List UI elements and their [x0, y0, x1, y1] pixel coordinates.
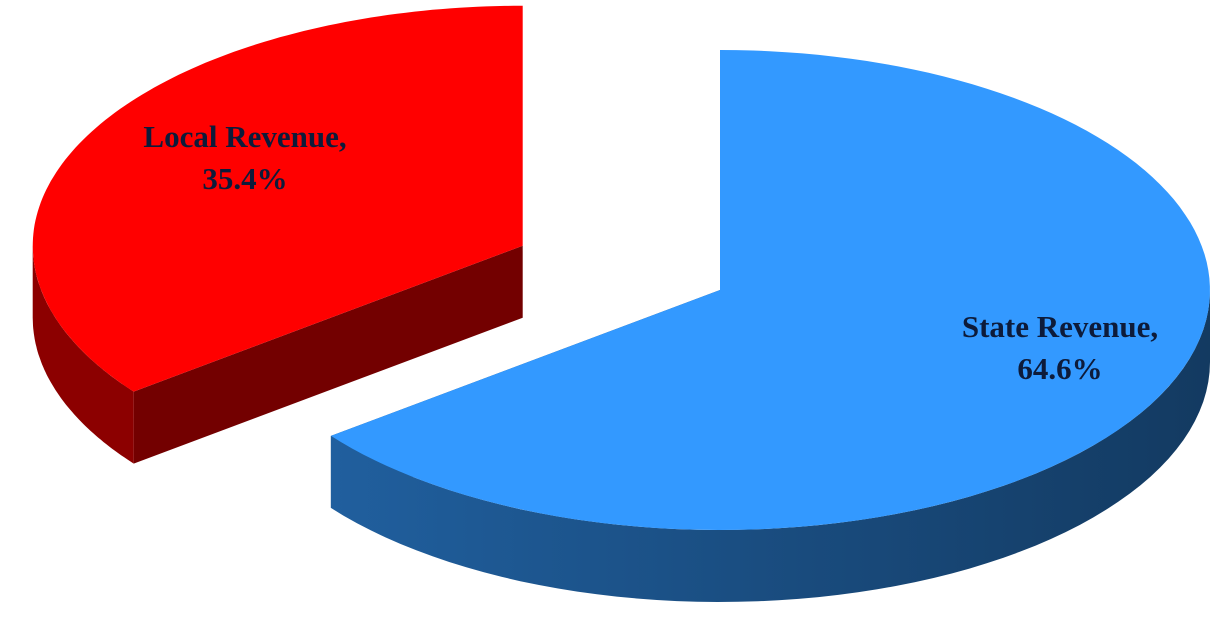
slice-cut-face	[133, 245, 523, 464]
slice-side	[32, 245, 134, 464]
slice	[32, 5, 523, 464]
data-label-value: 35.4%	[202, 161, 287, 196]
slice	[32, 5, 523, 392]
slice	[330, 50, 1210, 530]
data-label-category: Local Revenue,	[143, 119, 346, 154]
slice-side	[330, 290, 1210, 602]
slice	[330, 50, 1210, 602]
data-label-category: State Revenue,	[962, 309, 1158, 344]
data-label-value: 64.6%	[1017, 351, 1102, 386]
